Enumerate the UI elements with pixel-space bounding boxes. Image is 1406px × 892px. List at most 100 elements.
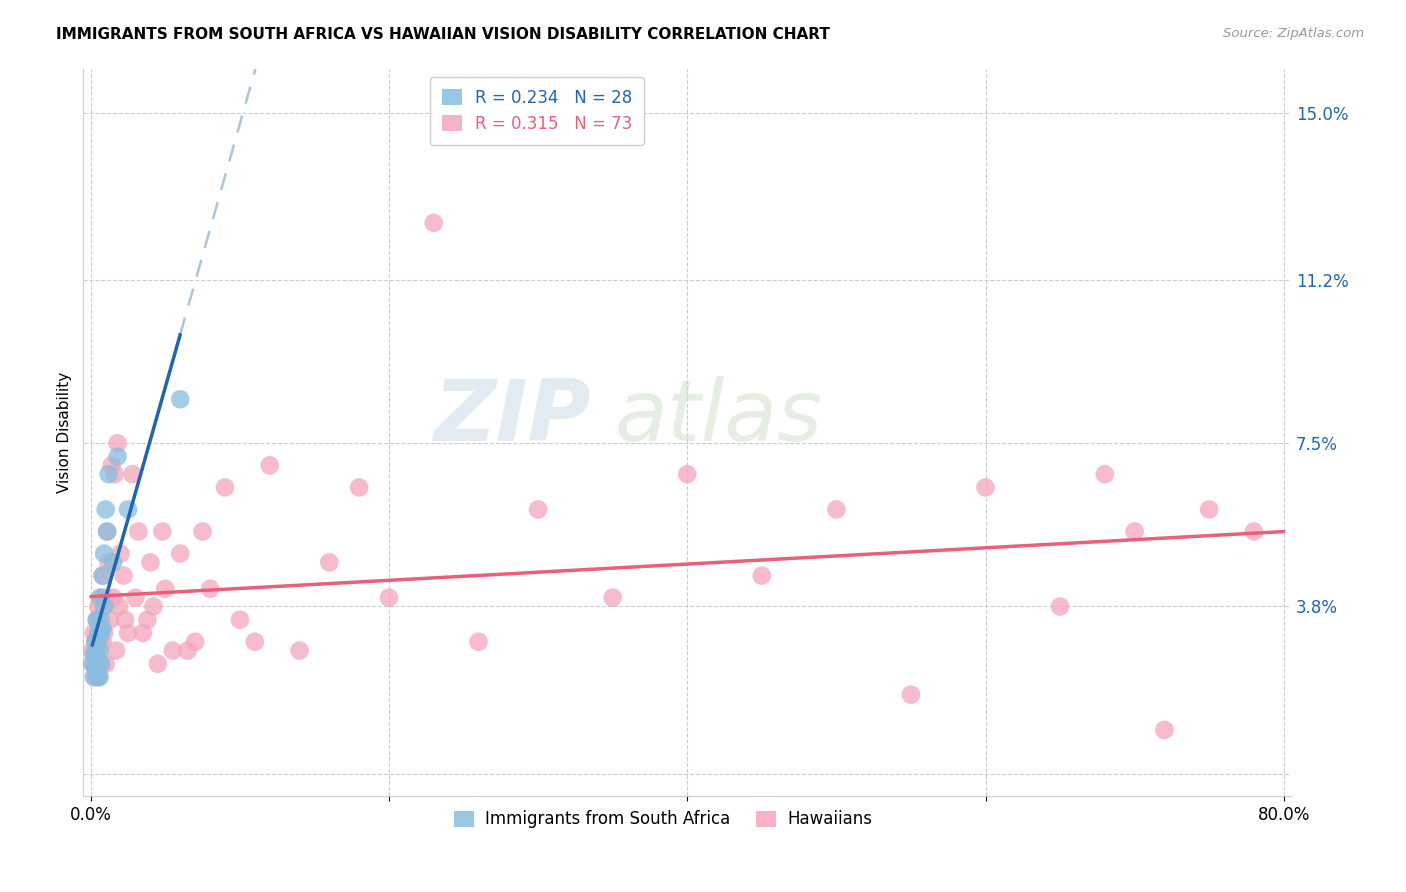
Point xyxy=(467,634,489,648)
Point xyxy=(83,657,105,671)
Point xyxy=(91,622,114,636)
Point xyxy=(97,467,120,482)
Point xyxy=(198,582,221,596)
Point xyxy=(96,524,118,539)
Point xyxy=(107,450,129,464)
Point xyxy=(89,591,111,605)
Point xyxy=(91,568,114,582)
Point xyxy=(87,670,110,684)
Point xyxy=(97,555,120,569)
Point xyxy=(86,613,108,627)
Text: ZIP: ZIP xyxy=(433,376,591,459)
Point xyxy=(93,626,115,640)
Point xyxy=(90,657,112,671)
Point xyxy=(184,634,207,648)
Point xyxy=(150,524,173,539)
Y-axis label: Vision Disability: Vision Disability xyxy=(58,372,72,493)
Point xyxy=(155,582,177,596)
Text: IMMIGRANTS FROM SOUTH AFRICA VS HAWAIIAN VISION DISABILITY CORRELATION CHART: IMMIGRANTS FROM SOUTH AFRICA VS HAWAIIAN… xyxy=(56,27,830,42)
Point xyxy=(108,599,131,614)
Point xyxy=(90,626,112,640)
Point xyxy=(751,568,773,582)
Point xyxy=(101,555,124,569)
Point xyxy=(87,634,110,648)
Point xyxy=(93,599,115,614)
Point xyxy=(107,436,129,450)
Point xyxy=(90,613,112,627)
Point xyxy=(527,502,550,516)
Point xyxy=(974,480,997,494)
Point xyxy=(87,657,110,671)
Text: atlas: atlas xyxy=(614,376,823,459)
Point xyxy=(87,599,110,614)
Point xyxy=(84,670,107,684)
Point xyxy=(84,661,107,675)
Point xyxy=(82,643,104,657)
Point xyxy=(347,480,370,494)
Point xyxy=(86,643,108,657)
Point xyxy=(83,648,105,662)
Point xyxy=(87,634,110,648)
Point xyxy=(318,555,340,569)
Point xyxy=(259,458,281,473)
Point xyxy=(90,657,112,671)
Point xyxy=(83,670,105,684)
Point xyxy=(117,626,139,640)
Point xyxy=(101,591,124,605)
Point xyxy=(93,599,115,614)
Legend: Immigrants from South Africa, Hawaiians: Immigrants from South Africa, Hawaiians xyxy=(447,804,879,835)
Point xyxy=(89,643,111,657)
Point xyxy=(121,467,143,482)
Point xyxy=(1198,502,1220,516)
Point xyxy=(90,591,112,605)
Point xyxy=(87,626,110,640)
Point xyxy=(98,613,121,627)
Point xyxy=(214,480,236,494)
Point xyxy=(1153,723,1175,737)
Point xyxy=(676,467,699,482)
Point xyxy=(127,524,149,539)
Point xyxy=(91,634,114,648)
Point xyxy=(142,599,165,614)
Point xyxy=(93,547,115,561)
Point xyxy=(1049,599,1071,614)
Point xyxy=(169,392,191,407)
Point xyxy=(84,643,107,657)
Point xyxy=(114,613,136,627)
Point xyxy=(96,524,118,539)
Point xyxy=(191,524,214,539)
Text: Source: ZipAtlas.com: Source: ZipAtlas.com xyxy=(1223,27,1364,40)
Point xyxy=(378,591,401,605)
Point xyxy=(169,547,191,561)
Point xyxy=(84,634,107,648)
Point xyxy=(176,643,198,657)
Point xyxy=(112,568,135,582)
Point xyxy=(422,216,444,230)
Point xyxy=(86,670,108,684)
Point xyxy=(132,626,155,640)
Point xyxy=(162,643,184,657)
Point xyxy=(89,613,111,627)
Point xyxy=(104,467,127,482)
Point xyxy=(91,568,114,582)
Point xyxy=(100,458,122,473)
Point xyxy=(139,555,162,569)
Point xyxy=(94,502,117,516)
Point xyxy=(105,643,128,657)
Point xyxy=(86,657,108,671)
Point xyxy=(94,657,117,671)
Point xyxy=(900,688,922,702)
Point xyxy=(94,591,117,605)
Point xyxy=(89,670,111,684)
Point xyxy=(89,626,111,640)
Point xyxy=(83,626,105,640)
Point xyxy=(1094,467,1116,482)
Point xyxy=(825,502,848,516)
Point xyxy=(243,634,266,648)
Point xyxy=(229,613,252,627)
Point xyxy=(82,657,104,671)
Point xyxy=(86,613,108,627)
Point xyxy=(1123,524,1146,539)
Point xyxy=(136,613,159,627)
Point xyxy=(1243,524,1265,539)
